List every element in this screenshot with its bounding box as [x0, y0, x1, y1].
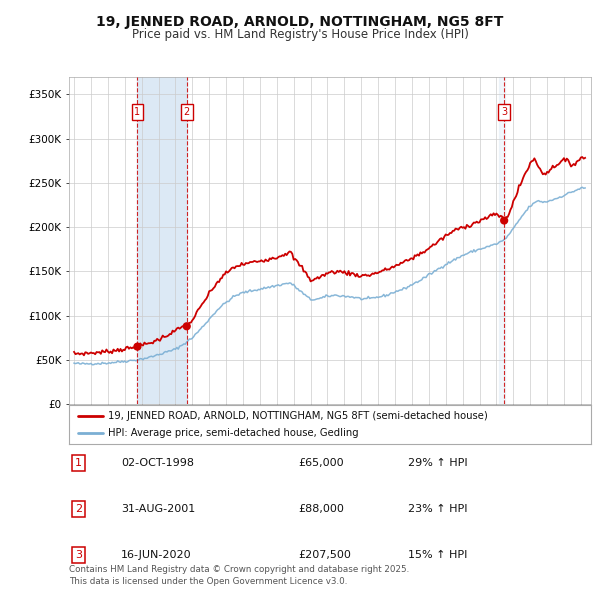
Text: 3: 3 [501, 107, 507, 117]
Text: 16-JUN-2020: 16-JUN-2020 [121, 550, 192, 560]
Text: 1: 1 [75, 458, 82, 468]
Text: £65,000: £65,000 [299, 458, 344, 468]
Text: 23% ↑ HPI: 23% ↑ HPI [409, 504, 468, 514]
Text: 19, JENNED ROAD, ARNOLD, NOTTINGHAM, NG5 8FT (semi-detached house): 19, JENNED ROAD, ARNOLD, NOTTINGHAM, NG5… [108, 411, 488, 421]
Text: £207,500: £207,500 [299, 550, 352, 560]
Text: 15% ↑ HPI: 15% ↑ HPI [409, 550, 467, 560]
Text: Contains HM Land Registry data © Crown copyright and database right 2025.
This d: Contains HM Land Registry data © Crown c… [69, 565, 409, 586]
Text: £88,000: £88,000 [299, 504, 344, 514]
Text: HPI: Average price, semi-detached house, Gedling: HPI: Average price, semi-detached house,… [108, 428, 359, 438]
Point [499, 216, 509, 225]
Text: 31-AUG-2001: 31-AUG-2001 [121, 504, 196, 514]
Text: 19, JENNED ROAD, ARNOLD, NOTTINGHAM, NG5 8FT: 19, JENNED ROAD, ARNOLD, NOTTINGHAM, NG5… [97, 15, 503, 29]
Point [182, 322, 191, 331]
Text: 3: 3 [75, 550, 82, 560]
Text: 2: 2 [184, 107, 190, 117]
Text: 02-OCT-1998: 02-OCT-1998 [121, 458, 194, 468]
Text: 29% ↑ HPI: 29% ↑ HPI [409, 458, 468, 468]
Bar [499, 77, 505, 404]
Bar [137, 77, 187, 404]
Text: 2: 2 [75, 504, 82, 514]
Point [133, 342, 142, 352]
Text: 1: 1 [134, 107, 140, 117]
Text: Price paid vs. HM Land Registry's House Price Index (HPI): Price paid vs. HM Land Registry's House … [131, 28, 469, 41]
